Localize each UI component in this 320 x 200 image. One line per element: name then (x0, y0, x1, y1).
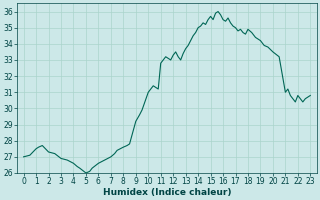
X-axis label: Humidex (Indice chaleur): Humidex (Indice chaleur) (103, 188, 231, 197)
